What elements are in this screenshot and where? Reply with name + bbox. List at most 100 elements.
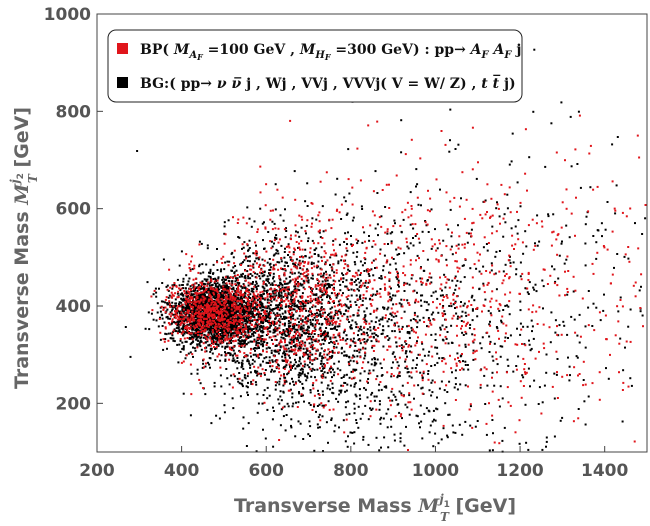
data-point-bg bbox=[501, 397, 504, 400]
data-point-bg bbox=[231, 328, 234, 331]
data-point-bg bbox=[178, 323, 181, 326]
data-point-bg bbox=[338, 325, 341, 328]
data-point-bg bbox=[309, 321, 312, 324]
data-point-bg bbox=[197, 293, 200, 296]
data-point-bg bbox=[359, 294, 362, 297]
data-point-bg bbox=[348, 270, 351, 272]
data-point-bg bbox=[206, 244, 209, 247]
data-point-bg bbox=[182, 280, 185, 283]
data-point-bg bbox=[614, 212, 617, 215]
data-point-bg bbox=[205, 290, 208, 293]
data-point-bg bbox=[335, 329, 338, 331]
data-point-bg bbox=[208, 297, 211, 300]
data-point-bg bbox=[236, 329, 239, 332]
data-point-bg bbox=[323, 331, 326, 334]
data-point-bg bbox=[283, 359, 285, 362]
data-point-bg bbox=[271, 290, 274, 293]
data-point-bg bbox=[241, 314, 244, 317]
data-point-bg bbox=[215, 291, 218, 294]
data-point-bg bbox=[557, 277, 560, 280]
data-point-bg bbox=[239, 328, 242, 331]
data-point-bg bbox=[345, 279, 348, 282]
data-point-bg bbox=[247, 248, 250, 251]
data-point-bg bbox=[294, 361, 297, 364]
data-point-bg bbox=[282, 295, 285, 298]
data-point-bg bbox=[467, 368, 470, 371]
data-point-bg bbox=[454, 148, 457, 150]
data-point-bg bbox=[230, 342, 233, 344]
data-point-bg bbox=[401, 417, 403, 420]
data-point-bg bbox=[365, 340, 368, 343]
data-point-bg bbox=[421, 294, 424, 297]
data-point-bg bbox=[525, 245, 528, 248]
data-point-bg bbox=[524, 287, 527, 290]
data-point-bg bbox=[204, 305, 207, 308]
data-point-bg bbox=[573, 318, 576, 321]
data-point-bg bbox=[241, 272, 244, 275]
data-point-bg bbox=[257, 356, 260, 359]
data-point-bg bbox=[205, 326, 207, 329]
data-point-bg bbox=[417, 353, 420, 356]
data-point-bg bbox=[335, 296, 338, 299]
data-point-bg bbox=[357, 314, 360, 317]
data-point-bg bbox=[506, 193, 509, 196]
data-point-bg bbox=[360, 328, 363, 331]
data-point-bg bbox=[314, 328, 317, 331]
data-point-bg bbox=[356, 355, 359, 358]
data-point-bg bbox=[403, 310, 406, 313]
data-point-bg bbox=[436, 396, 438, 399]
data-point-bg bbox=[195, 338, 198, 341]
data-point-bg bbox=[251, 310, 254, 313]
data-point-bg bbox=[533, 288, 536, 291]
data-point-bg bbox=[191, 324, 194, 327]
data-point-bg bbox=[347, 307, 350, 310]
data-point-bg bbox=[273, 289, 276, 292]
data-point-bg bbox=[233, 352, 236, 355]
data-point-bg bbox=[310, 344, 313, 347]
data-point-bg bbox=[236, 377, 239, 380]
data-point-bg bbox=[375, 316, 378, 319]
data-point-bg bbox=[457, 315, 459, 318]
data-point-bg bbox=[338, 303, 340, 306]
data-point-bg bbox=[426, 325, 428, 328]
data-point-bg bbox=[286, 402, 289, 405]
data-point-bg bbox=[271, 284, 274, 286]
data-point-bg bbox=[391, 352, 394, 355]
data-point-bg bbox=[271, 308, 274, 311]
data-point-bg bbox=[278, 313, 281, 316]
data-point-bg bbox=[280, 291, 283, 294]
data-point-bg bbox=[285, 328, 288, 330]
data-point-bg bbox=[200, 242, 203, 245]
data-point-bg bbox=[347, 361, 350, 364]
data-point-bg bbox=[266, 397, 269, 400]
data-point-bg bbox=[366, 334, 369, 337]
data-point-bg bbox=[239, 395, 242, 398]
data-point-bp bbox=[198, 322, 201, 325]
data-point-bg bbox=[224, 360, 227, 362]
data-point-bg bbox=[387, 408, 390, 411]
data-point-bg bbox=[316, 368, 319, 371]
data-point-bg bbox=[214, 337, 217, 340]
data-point-bg bbox=[182, 348, 185, 351]
data-point-bg bbox=[195, 287, 198, 290]
data-point-bg bbox=[616, 253, 619, 255]
data-point-bg bbox=[575, 355, 578, 358]
data-point-bg bbox=[358, 296, 361, 298]
data-point-bg bbox=[335, 339, 338, 342]
data-point-bg bbox=[295, 324, 298, 327]
data-point-bg bbox=[577, 110, 580, 113]
data-point-bg bbox=[187, 305, 190, 308]
data-point-bg bbox=[215, 332, 218, 335]
data-point-bg bbox=[211, 284, 213, 287]
data-point-bg bbox=[383, 436, 386, 439]
data-point-bg bbox=[307, 325, 309, 328]
data-point-bg bbox=[257, 257, 260, 259]
data-point-bg bbox=[269, 304, 272, 307]
data-point-bg bbox=[317, 296, 320, 299]
data-point-bg bbox=[218, 304, 221, 307]
data-point-bg bbox=[495, 250, 498, 253]
data-point-bg bbox=[184, 357, 187, 360]
data-point-bg bbox=[349, 344, 352, 347]
data-point-bg bbox=[240, 273, 243, 276]
data-point-bg bbox=[201, 301, 204, 304]
